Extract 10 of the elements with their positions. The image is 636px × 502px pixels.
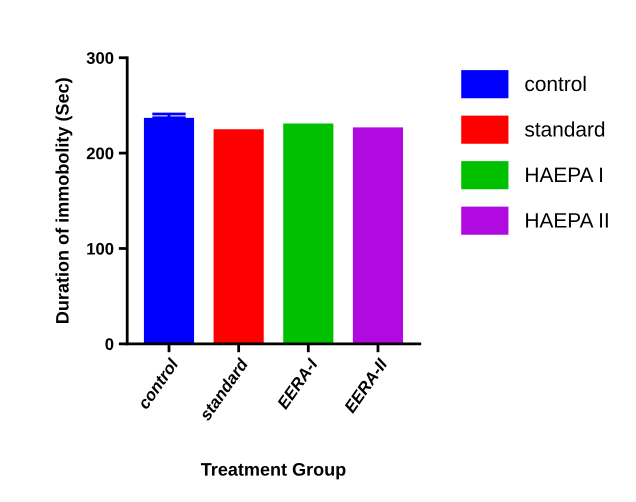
legend-label: standard: [524, 121, 604, 137]
y-tick-label: 100: [87, 242, 114, 255]
y-tick-label: 0: [105, 338, 114, 350]
y-tick-label: 300: [86, 52, 114, 64]
legend-label: control: [525, 76, 586, 92]
legend-label: HAEPA I: [526, 168, 602, 182]
y-axis-title: Duration of immobolity (Sec): [55, 78, 72, 323]
y-tick-label: 200: [86, 148, 114, 160]
legend-label: HAEPA II: [526, 213, 608, 228]
x-axis-title: Treatment Group: [200, 462, 346, 480]
